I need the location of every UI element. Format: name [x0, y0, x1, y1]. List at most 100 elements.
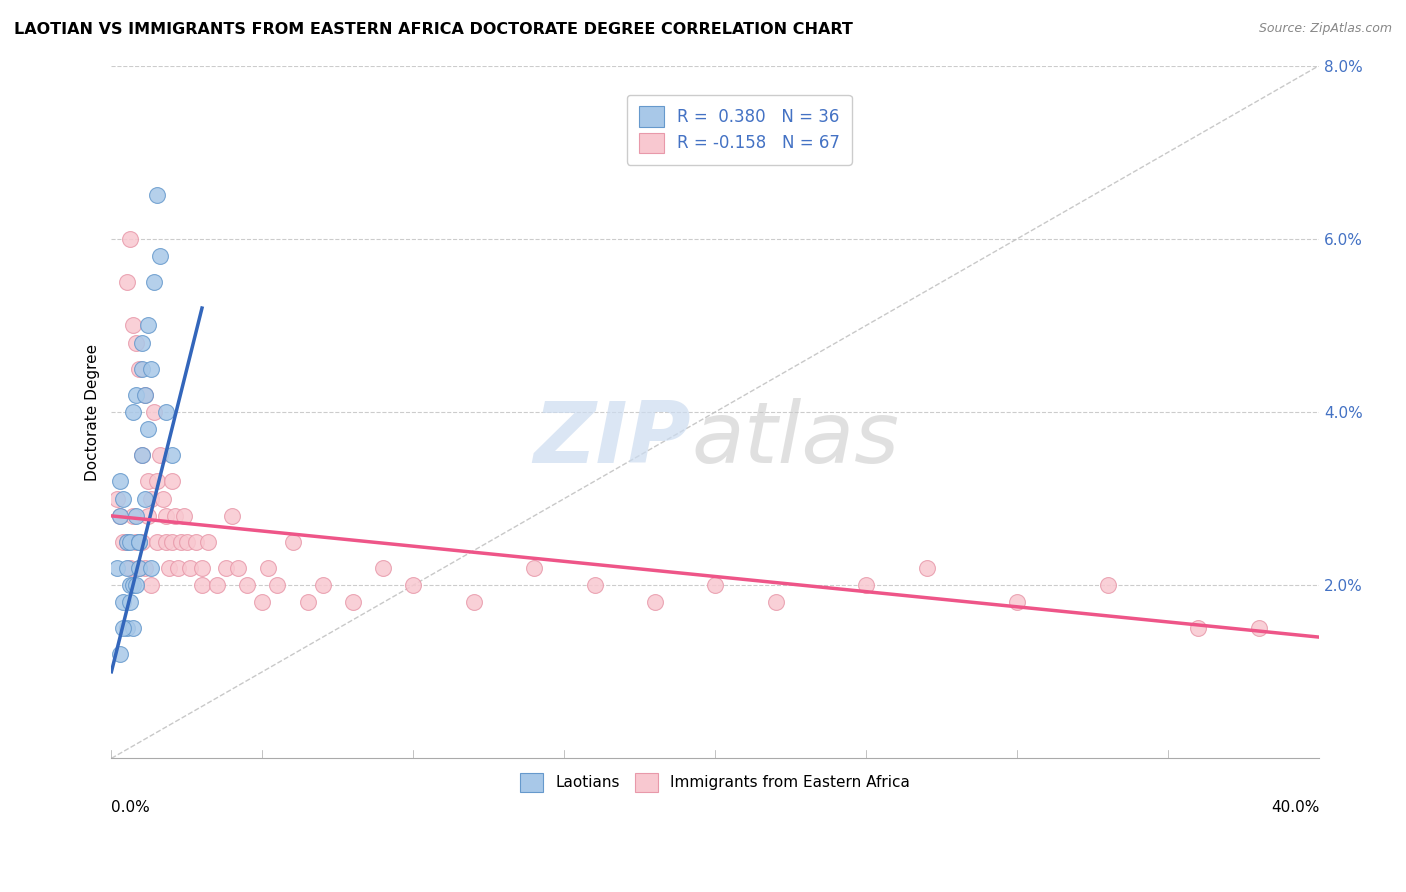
Point: [373, 561, 395, 575]
Point: [152, 491, 174, 506]
Point: [155, 405, 177, 419]
Point: [191, 578, 214, 592]
Point: [252, 595, 274, 609]
Point: [124, 335, 146, 350]
Point: [166, 561, 188, 575]
Point: [112, 491, 135, 506]
Point: [121, 622, 143, 636]
Point: [1005, 595, 1028, 609]
Point: [176, 534, 198, 549]
Point: [139, 361, 162, 376]
Point: [170, 534, 193, 549]
Point: [402, 578, 425, 592]
Point: [160, 534, 183, 549]
Point: [131, 448, 153, 462]
Y-axis label: Doctorate Degree: Doctorate Degree: [86, 343, 100, 481]
Point: [644, 595, 666, 609]
Point: [107, 561, 129, 575]
Point: [236, 578, 259, 592]
Point: [124, 387, 146, 401]
Point: [1187, 622, 1209, 636]
Point: [134, 561, 156, 575]
Text: 0.0%: 0.0%: [111, 800, 150, 815]
Point: [266, 578, 288, 592]
Point: [128, 534, 150, 549]
Text: 40.0%: 40.0%: [1271, 800, 1319, 815]
Point: [142, 405, 165, 419]
Point: [110, 508, 132, 523]
Point: [131, 335, 153, 350]
Point: [197, 534, 219, 549]
Point: [118, 561, 141, 575]
Text: Source: ZipAtlas.com: Source: ZipAtlas.com: [1258, 22, 1392, 36]
Point: [191, 561, 214, 575]
Point: [257, 561, 280, 575]
Point: [128, 561, 150, 575]
Point: [134, 491, 156, 506]
Point: [205, 578, 228, 592]
Point: [281, 534, 304, 549]
Point: [1097, 578, 1119, 592]
Point: [145, 534, 167, 549]
Point: [312, 578, 335, 592]
Point: [115, 622, 138, 636]
Point: [124, 578, 146, 592]
Point: [173, 508, 195, 523]
Point: [115, 561, 138, 575]
Point: [124, 534, 146, 549]
Point: [131, 448, 153, 462]
Point: [1247, 622, 1270, 636]
Point: [136, 318, 159, 333]
Point: [136, 508, 159, 523]
Point: [110, 475, 132, 489]
Text: atlas: atlas: [692, 398, 898, 481]
Point: [215, 561, 238, 575]
Point: [297, 595, 319, 609]
Point: [704, 578, 727, 592]
Point: [342, 595, 364, 609]
Point: [115, 534, 138, 549]
Point: [184, 534, 207, 549]
Point: [157, 561, 180, 575]
Point: [163, 508, 186, 523]
Point: [110, 508, 132, 523]
Point: [115, 275, 138, 289]
Point: [128, 361, 150, 376]
Point: [221, 508, 243, 523]
Point: [145, 188, 167, 202]
Point: [136, 422, 159, 436]
Point: [118, 595, 141, 609]
Point: [855, 578, 877, 592]
Point: [128, 561, 150, 575]
Point: [121, 318, 143, 333]
Point: [155, 534, 177, 549]
Point: [160, 448, 183, 462]
Point: [118, 578, 141, 592]
Point: [915, 561, 938, 575]
Point: [179, 561, 201, 575]
Point: [136, 475, 159, 489]
Point: [128, 534, 150, 549]
Point: [121, 578, 143, 592]
Point: [118, 232, 141, 246]
Point: [139, 491, 162, 506]
Point: [118, 534, 141, 549]
Point: [134, 387, 156, 401]
Point: [765, 595, 787, 609]
Point: [121, 508, 143, 523]
Point: [583, 578, 606, 592]
Point: [145, 475, 167, 489]
Text: ZIP: ZIP: [533, 398, 692, 481]
Point: [139, 561, 162, 575]
Point: [226, 561, 249, 575]
Point: [115, 534, 138, 549]
Point: [523, 561, 546, 575]
Point: [112, 534, 135, 549]
Text: LAOTIAN VS IMMIGRANTS FROM EASTERN AFRICA DOCTORATE DEGREE CORRELATION CHART: LAOTIAN VS IMMIGRANTS FROM EASTERN AFRIC…: [14, 22, 853, 37]
Point: [160, 475, 183, 489]
Point: [149, 249, 172, 263]
Point: [155, 508, 177, 523]
Legend: Laotians, Immigrants from Eastern Africa: Laotians, Immigrants from Eastern Africa: [513, 765, 918, 799]
Point: [134, 387, 156, 401]
Point: [142, 275, 165, 289]
